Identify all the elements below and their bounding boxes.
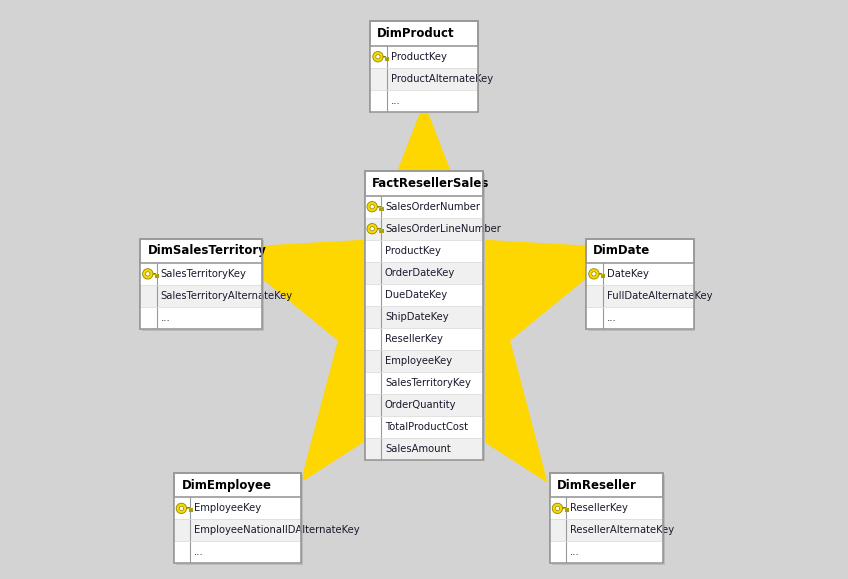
Circle shape [552,503,562,514]
Text: ...: ... [606,313,616,323]
Text: ProductKey: ProductKey [385,245,441,256]
Text: ResellerKey: ResellerKey [385,334,443,344]
Text: SalesTerritoryAlternateKey: SalesTerritoryAlternateKey [160,291,293,301]
Text: ResellerAlternateKey: ResellerAlternateKey [570,525,674,536]
Text: ProductKey: ProductKey [391,52,447,62]
Circle shape [367,223,377,234]
Text: ShipDateKey: ShipDateKey [385,312,449,322]
FancyBboxPatch shape [587,239,694,329]
FancyBboxPatch shape [365,306,483,328]
FancyBboxPatch shape [142,240,264,331]
Circle shape [589,269,599,279]
Text: SalesTerritoryKey: SalesTerritoryKey [160,269,247,279]
Text: DimReseller: DimReseller [556,479,637,492]
Circle shape [370,204,374,209]
Text: ...: ... [391,96,400,106]
FancyBboxPatch shape [550,473,663,563]
FancyBboxPatch shape [372,23,479,113]
Text: DimSalesTerritory: DimSalesTerritory [148,244,266,257]
FancyBboxPatch shape [140,239,262,329]
Circle shape [376,54,380,59]
FancyBboxPatch shape [365,438,483,460]
FancyBboxPatch shape [174,473,301,563]
Polygon shape [226,104,622,481]
Text: EmployeeKey: EmployeeKey [385,356,452,366]
Text: DimDate: DimDate [593,244,650,257]
FancyBboxPatch shape [366,173,485,461]
FancyBboxPatch shape [365,372,483,394]
Text: SalesOrderNumber: SalesOrderNumber [385,201,480,212]
Text: DueDateKey: DueDateKey [385,290,447,300]
FancyBboxPatch shape [371,21,477,112]
FancyBboxPatch shape [365,284,483,306]
FancyBboxPatch shape [371,68,477,90]
Text: ...: ... [194,547,204,558]
Text: EmployeeNationalIDAlternateKey: EmployeeNationalIDAlternateKey [194,525,360,536]
FancyBboxPatch shape [140,285,262,307]
Text: ProductAlternateKey: ProductAlternateKey [391,74,493,84]
FancyBboxPatch shape [587,307,694,329]
Text: OrderQuantity: OrderQuantity [385,400,456,410]
Circle shape [176,503,187,514]
FancyBboxPatch shape [176,475,303,565]
Circle shape [592,272,596,276]
FancyBboxPatch shape [365,328,483,350]
FancyBboxPatch shape [589,240,695,331]
Text: FactResellerSales: FactResellerSales [371,177,489,190]
FancyBboxPatch shape [371,46,477,68]
Circle shape [367,201,377,212]
Circle shape [370,226,374,231]
FancyBboxPatch shape [140,307,262,329]
FancyBboxPatch shape [365,394,483,416]
FancyBboxPatch shape [550,519,663,541]
Text: OrderDateKey: OrderDateKey [385,267,455,278]
FancyBboxPatch shape [365,218,483,240]
FancyBboxPatch shape [174,519,301,541]
FancyBboxPatch shape [587,285,694,307]
Circle shape [146,272,150,276]
FancyBboxPatch shape [371,90,477,112]
FancyBboxPatch shape [174,497,301,519]
Text: EmployeeKey: EmployeeKey [194,503,261,514]
Text: DimProduct: DimProduct [377,27,455,40]
FancyBboxPatch shape [587,263,694,285]
Text: SalesTerritoryKey: SalesTerritoryKey [385,378,471,388]
Text: SalesAmount: SalesAmount [385,444,450,454]
Text: FullDateAlternateKey: FullDateAlternateKey [606,291,712,301]
FancyBboxPatch shape [552,475,665,565]
Text: TotalProductCost: TotalProductCost [385,422,468,432]
FancyBboxPatch shape [550,497,663,519]
FancyBboxPatch shape [140,263,262,285]
FancyBboxPatch shape [365,350,483,372]
FancyBboxPatch shape [365,196,483,218]
FancyBboxPatch shape [550,541,663,563]
Circle shape [179,506,183,511]
FancyBboxPatch shape [365,171,483,460]
Text: ResellerKey: ResellerKey [570,503,628,514]
FancyBboxPatch shape [365,262,483,284]
Text: DimEmployee: DimEmployee [181,479,271,492]
Text: SalesOrderLineNumber: SalesOrderLineNumber [385,223,501,234]
FancyBboxPatch shape [174,541,301,563]
Text: ...: ... [160,313,170,323]
Circle shape [373,52,383,62]
FancyBboxPatch shape [365,416,483,438]
Circle shape [142,269,153,279]
FancyBboxPatch shape [365,240,483,262]
Text: DateKey: DateKey [606,269,649,279]
Text: ...: ... [570,547,580,558]
Circle shape [555,506,560,511]
